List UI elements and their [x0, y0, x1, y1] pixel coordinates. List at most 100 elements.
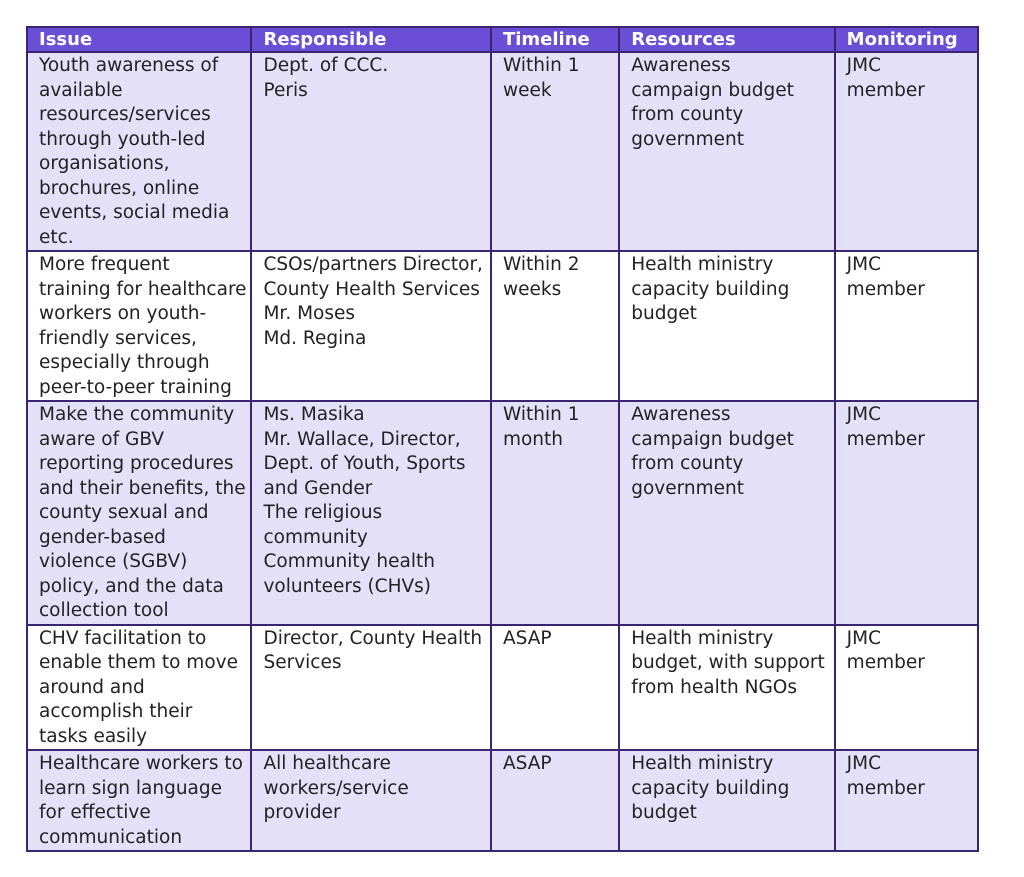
cell-text-line: budget — [631, 303, 697, 324]
column-header-issue: Issue — [25, 26, 253, 53]
cell-text-line: Healthcare workers to — [39, 753, 243, 774]
cell-text-line: Dept. of CCC. — [263, 55, 389, 76]
cell-resources: Health ministry capacity building budget — [618, 749, 836, 852]
cell-text-line: Within 2 — [502, 254, 580, 275]
cell-text-line: More frequent — [39, 254, 170, 275]
cell-timeline: ASAP — [489, 623, 621, 751]
cell-text-line: for effective — [39, 802, 151, 823]
cell-text-line: through youth-led — [39, 128, 206, 150]
cell-text-line: Dept. of Youth, Sports — [263, 453, 466, 474]
cell-responsible: Dept. of CCC. Peris — [250, 51, 492, 252]
cell-timeline: Within 1 week — [489, 51, 621, 252]
cell-text-line: capacity building — [631, 278, 790, 300]
cell-text-line: Awareness — [631, 404, 731, 425]
cell-text-line: Make the community — [39, 404, 235, 425]
cell-issue: Youth awareness of available resources/ser… — [25, 51, 253, 252]
cell-text-line: capacity building — [631, 777, 790, 799]
cell-text-line: Health ministry — [631, 627, 774, 649]
cell-text-line: from county — [631, 104, 744, 125]
cell-text-line: campaign budget — [631, 428, 794, 450]
cell-text-line: month — [502, 428, 564, 450]
cell-text-line: ASAP — [502, 753, 552, 774]
cell-text-line: tasks easily — [39, 725, 148, 747]
cell-text-line: resources/services — [39, 104, 211, 125]
cell-resources: Health ministry budget, with support from … — [618, 623, 836, 751]
cell-text-line: communication — [39, 826, 183, 848]
cell-text-line: government — [631, 477, 745, 499]
cell-text-line: budget, with support — [631, 652, 825, 673]
cell-text-line: Services — [263, 652, 342, 673]
cell-text-line: Within 1 — [502, 404, 580, 425]
cell-text-line: provider — [263, 802, 341, 823]
cell-text-line: Peris — [263, 79, 308, 101]
cell-text-line: policy, and the data — [39, 575, 224, 597]
cell-text-line: peer-to-peer training — [39, 376, 232, 398]
cell-text-line: gender-based — [39, 526, 166, 548]
cell-text-line: All healthcare — [263, 753, 391, 774]
table-row: Healthcare workers to learn sign language… — [25, 749, 980, 852]
cell-text-line: especially through — [39, 352, 210, 373]
cell-issue: CHV facilitation to enable them to move ar… — [25, 623, 253, 751]
table-header-row: Issue Responsible Timeline Resources Mon… — [25, 26, 980, 53]
cell-text-line: Awareness — [631, 55, 731, 76]
cell-text-line: reporting procedures — [39, 453, 234, 474]
cell-text-line: volunteers (CHVs) — [263, 575, 432, 597]
cell-text-line: and Gender — [263, 477, 373, 499]
cell-text-line: organisations, — [39, 153, 170, 174]
cell-text-line: Health ministry — [631, 753, 774, 774]
cell-timeline: ASAP — [489, 749, 621, 852]
cell-text-line: Health ministry — [631, 254, 774, 275]
cell-text-line: available — [39, 79, 123, 101]
cell-text-line: JMC — [846, 254, 882, 275]
cell-text-line: CSOs/partners Director, — [263, 254, 483, 275]
cell-text-line: from health NGOs — [631, 676, 797, 698]
cell-text-line: JMC — [846, 753, 882, 774]
cell-text-line: member — [846, 79, 925, 101]
cell-text-line: collection tool — [39, 600, 169, 621]
cell-responsible: Ms. Masika Mr. Wallace, Director, Dept. of… — [250, 400, 492, 626]
cell-monitoring: JMC member — [833, 623, 980, 751]
cell-responsible: All healthcare workers/service provider — [250, 749, 492, 852]
cell-monitoring: JMC member — [833, 749, 980, 852]
column-header-timeline: Timeline — [489, 26, 621, 53]
cell-text-line: workers/service — [263, 777, 409, 799]
column-header-resources: Resources — [618, 26, 836, 53]
cell-text-line: CHV facilitation to — [39, 627, 207, 649]
cell-text-line: weeks — [502, 278, 562, 300]
cell-text-line: Youth awareness of — [39, 55, 219, 76]
cell-text-line: Ms. Masika — [263, 404, 365, 425]
cell-monitoring: JMC member — [833, 250, 980, 402]
cell-text-line: and their benefits, the — [39, 477, 246, 499]
cell-text-line: from county — [631, 453, 744, 474]
cell-text-line: violence (SGBV) — [39, 551, 188, 572]
cell-responsible: CSOs/partners Director, County Health Ser… — [250, 250, 492, 402]
cell-text-line: JMC — [846, 55, 882, 76]
cell-text-line: learn sign language — [39, 777, 223, 799]
cell-monitoring: JMC member — [833, 51, 980, 252]
cell-text-line: Within 1 — [502, 55, 580, 76]
cell-text-line: Director, County Health — [263, 627, 483, 649]
cell-text-line: budget — [631, 802, 697, 823]
column-header-monitoring: Monitoring — [833, 26, 980, 53]
cell-timeline: Within 2 weeks — [489, 250, 621, 402]
cell-text-line: member — [846, 652, 925, 673]
table-row: Youth awareness of available resources/ser… — [25, 51, 980, 252]
table-row: Make the community aware of GBV reporting … — [25, 400, 980, 626]
cell-text-line: around and — [39, 676, 145, 698]
action-plan-table: Issue Responsible Timeline Resources Mon… — [25, 26, 980, 852]
cell-text-line: County Health Services — [263, 278, 480, 300]
cell-text-line: county sexual and — [39, 502, 209, 523]
table-body: Youth awareness of available resources/ser… — [25, 51, 980, 852]
cell-text-line: The religious — [263, 502, 383, 523]
cell-text-line: campaign budget — [631, 79, 794, 101]
cell-text-line: workers on youth- — [39, 303, 207, 324]
table-row: CHV facilitation to enable them to move ar… — [25, 623, 980, 751]
cell-text-line: Mr. Wallace, Director, — [263, 428, 461, 450]
cell-resources: Awareness campaign budget from county gover… — [618, 400, 836, 626]
cell-issue: More frequent training for healthcare work… — [25, 250, 253, 402]
cell-text-line: Community health — [263, 551, 435, 572]
cell-responsible: Director, County Health Services — [250, 623, 492, 751]
cell-text-line: aware of GBV — [39, 428, 165, 450]
cell-text-line: etc. — [39, 226, 74, 248]
cell-text-line: member — [846, 278, 925, 300]
